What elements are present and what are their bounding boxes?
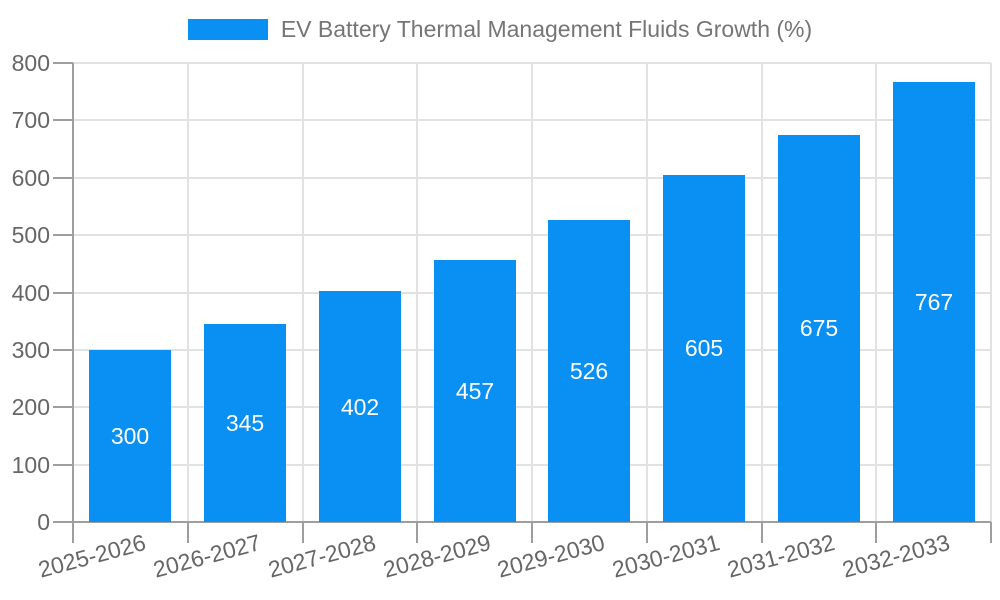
bar xyxy=(663,174,745,522)
bar xyxy=(434,259,516,522)
x-gridline xyxy=(416,63,419,522)
x-gridline xyxy=(990,63,992,522)
y-tick xyxy=(53,348,73,351)
x-tick xyxy=(990,522,992,543)
y-tick xyxy=(53,176,73,179)
y-axis-line xyxy=(72,63,74,522)
y-tick xyxy=(53,521,73,523)
bar-value-label: 402 xyxy=(340,394,380,420)
x-gridline xyxy=(186,63,189,522)
x-tick-label: 2032-2033 xyxy=(839,529,953,583)
x-tick xyxy=(416,522,419,543)
legend: EV Battery Thermal Management Fluids Gro… xyxy=(0,16,1000,43)
y-tick-label: 300 xyxy=(11,336,50,363)
bar-value-label: 300 xyxy=(110,423,150,449)
y-tick-label: 600 xyxy=(11,164,50,191)
bar xyxy=(893,81,975,522)
y-tick-label: 800 xyxy=(11,50,50,76)
bar-value-label: 457 xyxy=(455,378,495,404)
x-tick-label: 2025-2026 xyxy=(35,529,149,583)
bar xyxy=(548,220,630,522)
y-tick-label: 200 xyxy=(11,394,50,421)
x-gridline xyxy=(645,63,648,522)
legend-label: EV Battery Thermal Management Fluids Gro… xyxy=(280,16,813,42)
y-tick-label: 100 xyxy=(11,451,50,478)
x-tick xyxy=(72,522,74,543)
x-gridline xyxy=(531,63,533,522)
bar-value-label: 605 xyxy=(684,335,724,361)
x-gridline xyxy=(875,63,878,522)
x-gridline xyxy=(760,63,763,522)
bar xyxy=(204,324,286,522)
bar xyxy=(89,349,171,522)
x-tick-label: 2030-2031 xyxy=(609,529,723,583)
x-tick xyxy=(186,522,189,543)
y-tick xyxy=(53,291,73,294)
x-tick-label: 2027-2028 xyxy=(265,529,379,583)
x-tick xyxy=(760,522,763,543)
legend-swatch-icon xyxy=(187,19,268,40)
y-tick xyxy=(53,119,73,122)
bar xyxy=(778,134,860,522)
y-tick-label: 500 xyxy=(11,222,50,249)
y-tick xyxy=(53,234,73,237)
y-tick-label: 700 xyxy=(11,107,50,134)
bar-value-label: 767 xyxy=(914,289,954,315)
x-tick xyxy=(301,522,304,543)
x-tick-label: 2031-2032 xyxy=(724,529,838,583)
x-tick-label: 2026-2027 xyxy=(150,529,264,583)
y-tick xyxy=(53,62,73,64)
bar-value-label: 345 xyxy=(225,410,265,436)
y-tick xyxy=(53,406,73,409)
y-tick xyxy=(53,463,73,466)
y-tick-label: 0 xyxy=(37,509,50,535)
x-tick-label: 2029-2030 xyxy=(494,529,608,583)
x-tick xyxy=(531,522,533,543)
x-axis-line xyxy=(73,521,991,523)
x-tick-label: 2028-2029 xyxy=(380,529,494,583)
bar-value-label: 675 xyxy=(799,315,839,341)
bar-value-label: 526 xyxy=(569,358,609,384)
x-tick xyxy=(875,522,878,543)
bar xyxy=(319,291,401,522)
y-tick-label: 400 xyxy=(11,279,50,306)
legend-item[interactable]: EV Battery Thermal Management Fluids Gro… xyxy=(187,16,813,43)
x-gridline xyxy=(301,63,304,522)
x-tick xyxy=(645,522,648,543)
